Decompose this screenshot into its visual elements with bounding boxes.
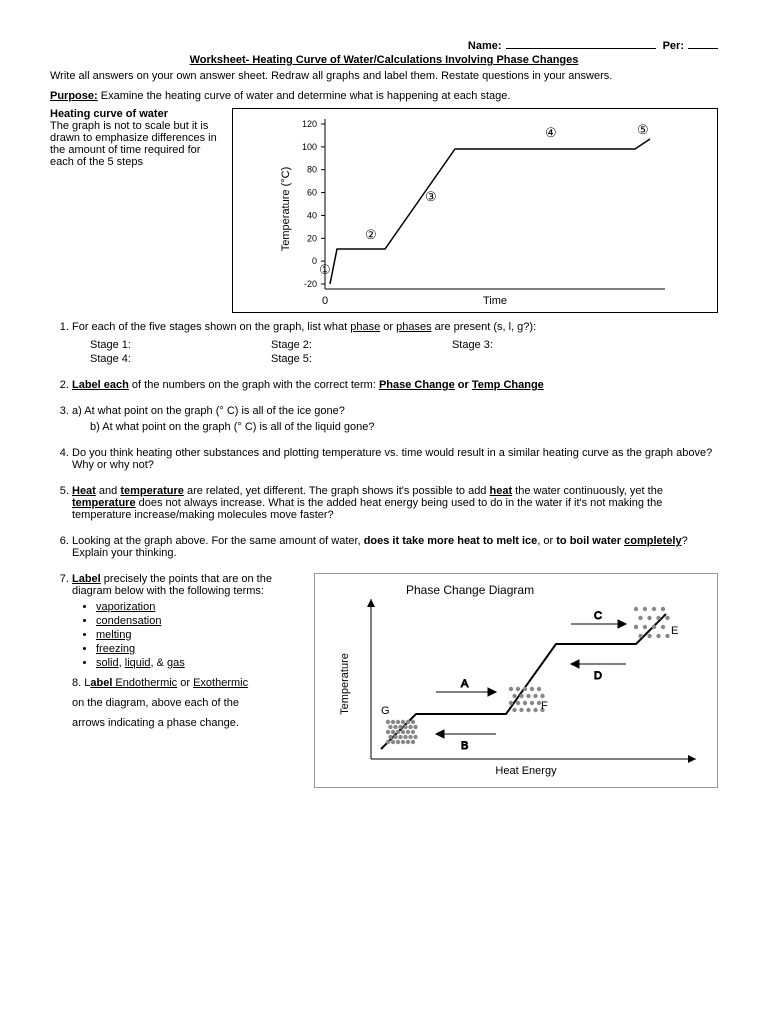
chart2-title: Phase Change Diagram: [406, 583, 534, 597]
heating-text: Heating curve of water The graph is not …: [50, 108, 220, 313]
header-fields: Name: Per:: [50, 40, 718, 52]
svg-text:B: B: [461, 740, 468, 752]
svg-text:⑤: ⑤: [637, 122, 649, 137]
question-4: Do you think heating other substances an…: [72, 447, 718, 471]
heating-heading: Heating curve of water: [50, 108, 220, 120]
purpose-label: Purpose:: [50, 90, 98, 102]
svg-text:20: 20: [307, 233, 317, 243]
svg-text:②: ②: [365, 227, 377, 242]
heating-curve-chart: -20 0 20 40 60 80 100 120 Temperature (°C) Time…: [232, 108, 718, 313]
svg-text:A: A: [461, 678, 469, 690]
svg-text:40: 40: [307, 210, 317, 220]
stage-3-label: Stage 3:: [452, 339, 493, 351]
chart1-ylabel: Temperature (°C): [280, 167, 292, 251]
svg-text:100: 100: [302, 142, 317, 152]
question-1: For each of the five stages shown on the…: [72, 321, 718, 365]
chart2-xlabel: Heat Energy: [495, 765, 557, 777]
question-2: Label each of the numbers on the graph w…: [72, 379, 718, 391]
q3b: b) At what point on the graph (° C) is a…: [90, 421, 718, 433]
svg-text:80: 80: [307, 165, 317, 175]
svg-text:-20: -20: [304, 279, 317, 289]
per-blank[interactable]: [688, 48, 718, 49]
svg-text:120: 120: [302, 119, 317, 129]
chart1-xlabel: Time: [483, 295, 507, 307]
purpose-text: Examine the heating curve of water and d…: [98, 90, 511, 102]
name-label: Name:: [468, 40, 502, 52]
svg-text:D: D: [594, 670, 602, 682]
worksheet-title: Worksheet- Heating Curve of Water/Calcul…: [50, 54, 718, 66]
svg-text:C: C: [594, 610, 602, 622]
question-6: Looking at the graph above. For the same…: [72, 535, 718, 559]
question-7: Label precisely the points that are on t…: [72, 573, 718, 788]
heating-section: Heating curve of water The graph is not …: [50, 108, 718, 313]
svg-text:F: F: [541, 700, 548, 712]
intro-text: Write all answers on your own answer she…: [50, 70, 718, 82]
svg-text:E: E: [671, 625, 678, 637]
question-3: a) At what point on the graph (° C) is a…: [72, 405, 718, 433]
svg-text:0: 0: [312, 256, 317, 266]
name-blank[interactable]: [506, 48, 656, 49]
stage-2-label: Stage 2:: [271, 339, 312, 351]
question-list: For each of the five stages shown on the…: [50, 321, 718, 788]
svg-text:G: G: [381, 705, 390, 717]
chart1-origin: 0: [322, 295, 328, 307]
q3a: a) At what point on the graph (° C) is a…: [72, 405, 718, 417]
stage-1-label: Stage 1:: [90, 339, 131, 351]
terms-list: vaporization condensation melting freezi…: [72, 601, 302, 669]
svg-text:60: 60: [307, 188, 317, 198]
svg-text:①: ①: [319, 262, 331, 277]
stage-5-label: Stage 5:: [271, 353, 312, 365]
phase-change-diagram: Phase Change Diagram Temperature Heat En…: [314, 573, 718, 788]
stage-4-label: Stage 4:: [90, 353, 131, 365]
purpose-line: Purpose: Examine the heating curve of wa…: [50, 90, 718, 102]
question-8: 8. Label Endothermic or Exothermic: [72, 677, 302, 689]
chart2-ylabel: Temperature: [339, 653, 351, 715]
svg-text:④: ④: [545, 125, 557, 140]
question-5: Heat and temperature are related, yet di…: [72, 485, 718, 521]
svg-text:③: ③: [425, 189, 437, 204]
heating-body: The graph is not to scale but it is draw…: [50, 120, 220, 168]
per-label: Per:: [663, 40, 684, 52]
